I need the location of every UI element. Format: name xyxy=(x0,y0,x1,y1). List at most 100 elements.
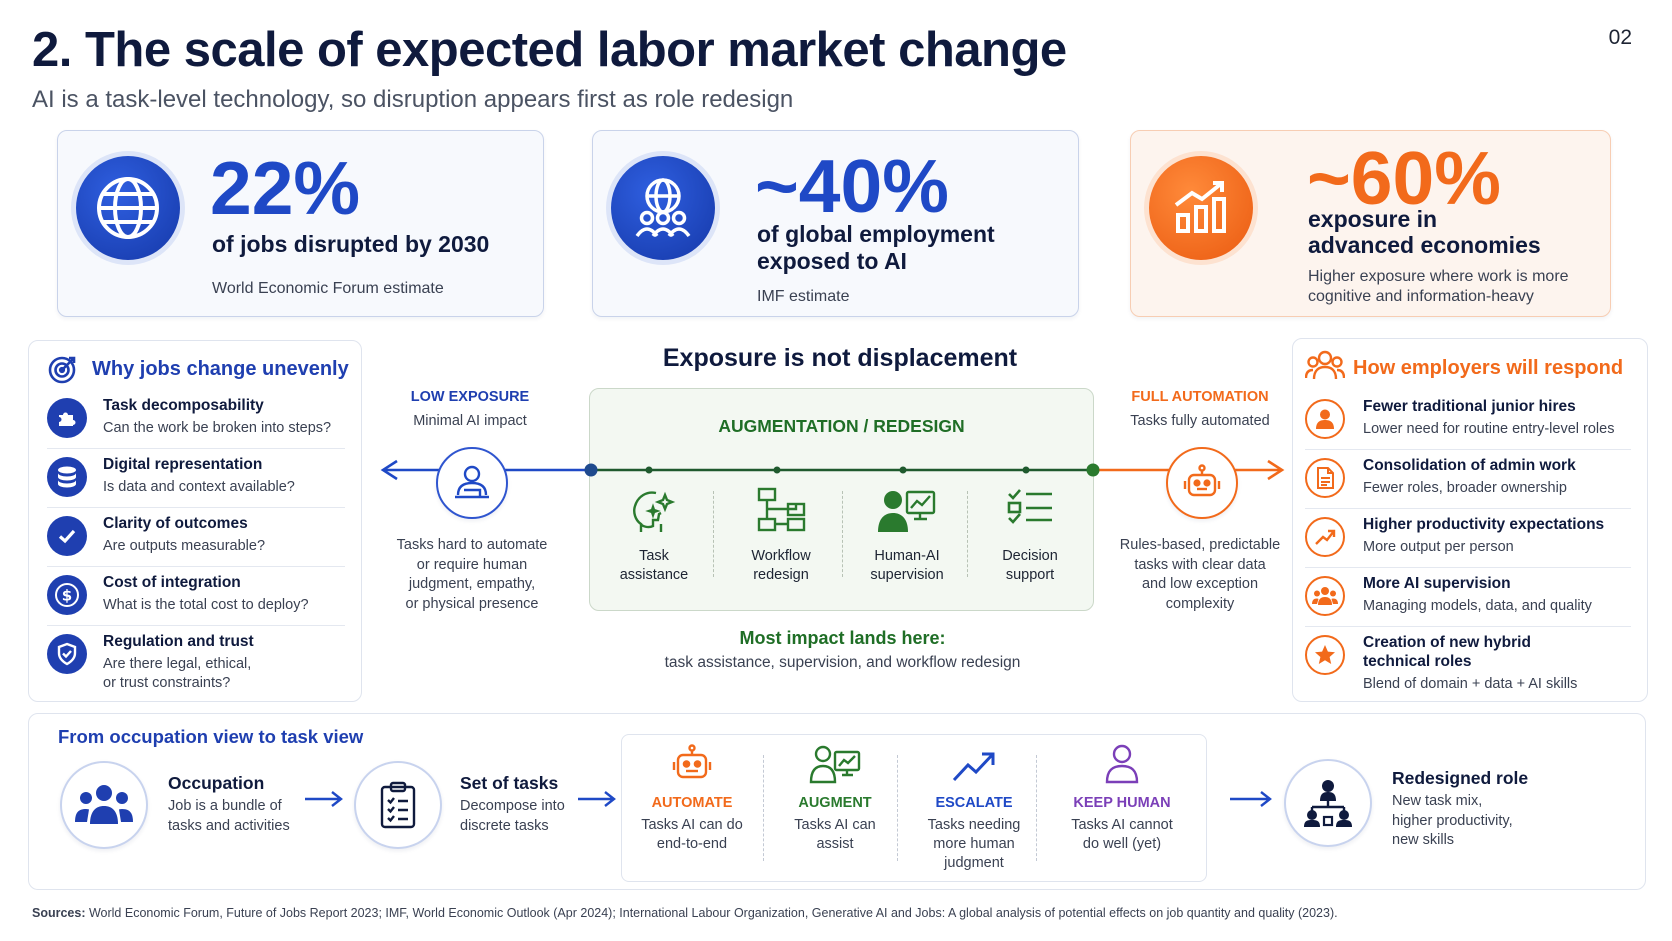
item-sub: Are outputs measurable? xyxy=(103,538,266,554)
list-item: Task decomposability Can the work be bro… xyxy=(47,392,345,449)
aug-label: Workflow xyxy=(751,548,811,564)
globe-icon xyxy=(76,156,180,260)
desc-line: complexity xyxy=(1165,595,1235,612)
shield-icon xyxy=(47,634,87,674)
check-icon xyxy=(47,516,87,556)
desc-line: and low exception xyxy=(1141,576,1259,593)
list-item: Digital representation Is data and conte… xyxy=(47,451,345,508)
desc-line: Tasks needing xyxy=(927,817,1021,833)
item-title: technical roles xyxy=(1363,653,1472,670)
desc-line: judgment xyxy=(944,855,1004,872)
stat-source: IMF estimate xyxy=(757,288,850,305)
item-title: Cost of integration xyxy=(103,574,241,591)
list-item: More AI supervision Managing models, dat… xyxy=(1305,570,1631,627)
growth-chart-icon xyxy=(1149,156,1253,260)
list-item: Creation of new hybrid technical roles B… xyxy=(1305,629,1631,699)
low-exposure-heading: LOW EXPOSURE xyxy=(410,389,530,405)
task-category-augment: AUGMENT Tasks AI can assist xyxy=(765,743,905,854)
sub-line: discrete tasks xyxy=(460,817,549,834)
trend-up-icon xyxy=(951,750,997,789)
low-exposure-sub: Minimal AI impact xyxy=(413,413,527,429)
stat-source: World Economic Forum estimate xyxy=(212,280,444,297)
item-sub: Blend of domain + data + AI skills xyxy=(1363,676,1578,692)
stat-source: cognitive and information-heavy xyxy=(1308,288,1534,305)
aug-label: redesign xyxy=(753,566,809,583)
employers-response-panel: How employers will respond Fewer traditi… xyxy=(1292,338,1648,702)
full-automation-description: Rules-based, predictable tasks with clea… xyxy=(1104,536,1296,614)
category-heading: ESCALATE xyxy=(935,795,1013,811)
exposure-spectrum-line xyxy=(380,459,1285,481)
desc-line: assist xyxy=(816,836,854,853)
list-item: $ Cost of integration What is the total … xyxy=(47,569,345,626)
augmentation-heading: AUGMENTATION / REDESIGN xyxy=(718,416,965,436)
team-icon xyxy=(1305,576,1345,616)
low-exposure-person-icon xyxy=(436,447,508,519)
aug-label: supervision xyxy=(870,566,944,583)
category-heading: AUTOMATE xyxy=(651,795,733,811)
sub-line: Decompose into xyxy=(460,798,565,814)
globe-people-icon xyxy=(611,156,715,260)
augmentation-box: AUGMENTATION / REDESIGN Task assistance W… xyxy=(589,388,1094,611)
people-group-icon xyxy=(1304,349,1346,388)
divider xyxy=(1036,755,1037,861)
aug-label: Human-AI xyxy=(874,548,940,564)
desc-line: Tasks AI cannot xyxy=(1071,817,1173,833)
task-category-automate: AUTOMATE Tasks AI can do end-to-end xyxy=(622,743,762,854)
redesigned-role-icon xyxy=(1284,759,1372,847)
trend-up-icon xyxy=(1305,517,1345,557)
sub-line: new skills xyxy=(1392,832,1455,849)
person-chart-icon xyxy=(809,744,861,789)
stat-value: ~40% xyxy=(755,144,949,228)
low-exposure-description: Tasks hard to automate or require human … xyxy=(380,536,564,614)
list-item: Clarity of outcomes Are outputs measurab… xyxy=(47,510,345,567)
stat-label: exposure in xyxy=(1308,206,1438,232)
document-icon xyxy=(1305,458,1345,498)
desc-line: Tasks AI can xyxy=(794,817,876,833)
desc-line: or physical presence xyxy=(405,595,539,612)
stat-card-jobs-disrupted: 22% of jobs disrupted by 2030 World Econ… xyxy=(57,130,544,317)
aug-label: assistance xyxy=(619,566,689,583)
divider xyxy=(842,491,843,577)
list-item: Fewer traditional junior hires Lower nee… xyxy=(1305,393,1631,450)
category-heading: AUGMENT xyxy=(798,795,872,811)
stat-source: Higher exposure where work is more xyxy=(1308,268,1569,285)
svg-text:$: $ xyxy=(62,587,72,605)
occupation-sub: Job is a bundle of tasks and activities xyxy=(168,797,290,836)
set-of-tasks-sub: Decompose into discrete tasks xyxy=(460,797,565,836)
page-subtitle: AI is a task-level technology, so disrup… xyxy=(32,86,794,113)
person-outline-icon xyxy=(1104,744,1140,789)
task-categories-box: AUTOMATE Tasks AI can do end-to-end AUGME… xyxy=(621,734,1207,882)
stat-label: of jobs disrupted by 2030 xyxy=(212,231,490,257)
divider xyxy=(763,755,764,861)
head-sparkle-icon xyxy=(631,486,677,539)
aug-item-decision-support: Decision support xyxy=(975,489,1085,585)
panel-title: How employers will respond xyxy=(1353,357,1624,379)
item-sub: Fewer roles, broader ownership xyxy=(1363,480,1567,496)
desc-line: end-to-end xyxy=(656,836,728,853)
redesigned-role-title: Redesigned role xyxy=(1392,768,1529,788)
sources-label: Sources: xyxy=(32,906,86,920)
stat-card-global-employment: ~40% of global employment exposed to AI … xyxy=(592,130,1079,317)
aug-item-human-ai-supervision: Human-AI supervision xyxy=(852,489,962,585)
aug-label: Decision xyxy=(1002,548,1058,564)
sub-line: tasks and activities xyxy=(168,817,290,834)
divider xyxy=(897,755,898,861)
spectrum-title: Exposure is not displacement xyxy=(662,344,1018,372)
sub-line: higher productivity, xyxy=(1392,812,1513,829)
impact-title: Most impact lands here: xyxy=(739,628,946,648)
sources-text: World Economic Forum, Future of Jobs Rep… xyxy=(85,906,1338,920)
item-title: Fewer traditional junior hires xyxy=(1363,398,1576,415)
why-jobs-change-panel: Why jobs change unevenly Task decomposab… xyxy=(28,340,362,702)
robot-icon xyxy=(1166,447,1238,519)
desc-line: or require human xyxy=(416,556,528,573)
item-sub: More output per person xyxy=(1363,539,1514,555)
category-heading: KEEP HUMAN xyxy=(1073,795,1171,811)
divider xyxy=(967,491,968,577)
item-title: Digital representation xyxy=(103,456,263,473)
full-automation-heading: FULL AUTOMATION xyxy=(1131,389,1269,405)
list-item: Higher productivity expectations More ou… xyxy=(1305,511,1631,568)
stat-value: ~60% xyxy=(1307,136,1501,220)
stat-label: of global employment xyxy=(757,221,995,247)
robot-icon xyxy=(672,744,712,789)
puzzle-icon xyxy=(47,398,87,438)
